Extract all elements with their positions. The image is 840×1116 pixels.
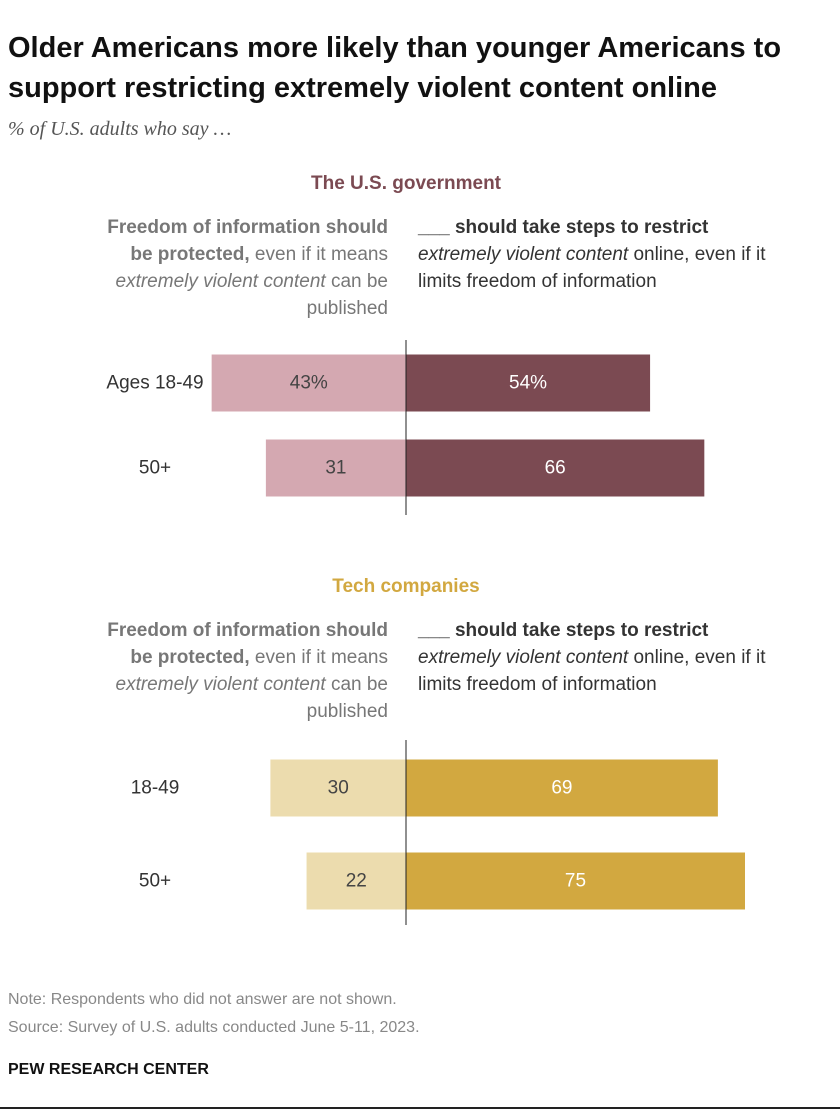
right-header-part: ___ should take steps to restrict <box>418 217 709 238</box>
right-header: ___ should take steps to restrict extrem… <box>418 214 768 295</box>
bar <box>406 354 651 412</box>
panel-title: Tech companies <box>332 576 480 597</box>
left-header-part: can be published <box>306 674 388 722</box>
left-header-part: can be published <box>306 271 388 319</box>
value-label: 22 <box>346 871 367 892</box>
right-header: ___ should take steps to restrict extrem… <box>418 617 768 698</box>
left-header: Freedom of information should be protect… <box>88 214 388 322</box>
value-label: 75 <box>565 871 586 892</box>
bar <box>406 439 705 497</box>
left-header-part: extremely violent content <box>115 271 326 292</box>
left-header-part: extremely violent content <box>115 674 326 695</box>
left-header-part: Freedom of information should be protect… <box>107 620 388 668</box>
category-label: 18-49 <box>130 777 180 799</box>
value-label: 66 <box>545 458 566 479</box>
category-label: 50+ <box>138 870 172 892</box>
panel-title: The U.S. government <box>310 173 502 194</box>
source: Source: Survey of U.S. adults conducted … <box>8 1019 420 1036</box>
credit: PEW RESEARCH CENTER <box>8 1061 209 1078</box>
right-header-part: ___ should take steps to restrict <box>418 620 709 641</box>
right-header-part: extremely violent content <box>418 647 629 668</box>
left-header: Freedom of information should be protect… <box>88 617 388 725</box>
title: Older Americans more likely than younger… <box>8 32 782 104</box>
bar <box>270 759 406 817</box>
category-label: 50+ <box>138 457 172 479</box>
value-label: 30 <box>328 778 349 799</box>
subtitle: % of U.S. adults who say … <box>8 118 232 140</box>
bar <box>265 439 406 497</box>
left-header-part: even if it means <box>249 244 388 265</box>
bar <box>306 852 406 910</box>
right-header-part: online, even if it limits freedom of inf… <box>418 244 766 292</box>
right-header-part: online, even if it limits freedom of inf… <box>418 647 766 695</box>
value-label: 69 <box>551 778 572 799</box>
right-header-part: extremely violent content <box>418 244 629 265</box>
left-header-part: Freedom of information should be protect… <box>107 217 388 265</box>
bar <box>406 852 745 910</box>
value-label: 43% <box>290 373 328 394</box>
bar <box>406 759 718 817</box>
category-label: Ages 18-49 <box>106 372 204 394</box>
bar <box>211 354 406 412</box>
bottom-rule <box>0 1107 840 1109</box>
note: Note: Respondents who did not answer are… <box>8 991 397 1008</box>
left-header-part: even if it means <box>249 647 388 668</box>
value-label: 31 <box>325 458 346 479</box>
value-label: 54% <box>509 373 547 394</box>
